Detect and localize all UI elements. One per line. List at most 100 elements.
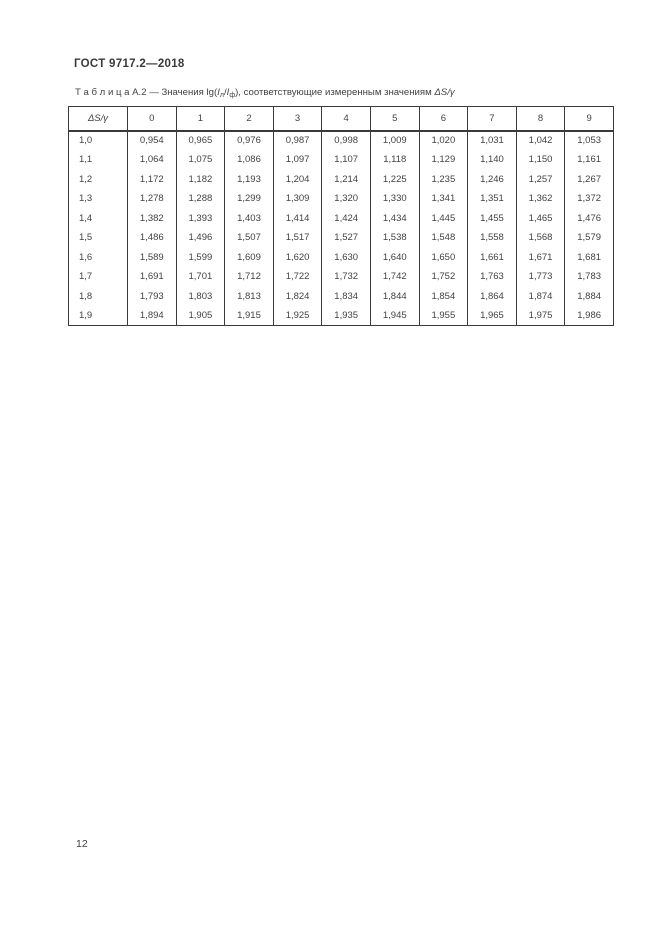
table-cell: 1,905 (175, 306, 226, 326)
column-header: 2 (224, 106, 274, 132)
caption-symbol-i2: I (226, 87, 230, 98)
table-header: ΔS/γ 0 1 2 3 4 5 6 7 8 9 (68, 106, 614, 132)
table-cell: 1,661 (467, 247, 517, 267)
table-cell: 1,204 (272, 169, 323, 189)
column-header: 5 (369, 106, 420, 132)
table-cell: 0,976 (224, 130, 274, 150)
row-label: 1,5 (68, 228, 128, 248)
table-cell: 1,558 (467, 228, 517, 248)
table-cell: 1,793 (127, 286, 177, 306)
table-cell: 1,009 (369, 130, 420, 150)
table-cell: 1,630 (321, 247, 371, 267)
caption-slash: / (223, 87, 227, 98)
row-label: 1,1 (68, 150, 128, 170)
table-cell: 1,267 (564, 169, 614, 189)
table-cell: 1,650 (418, 247, 469, 267)
table-cell: 1,362 (515, 189, 566, 209)
caption-text-suffix: ), соответствующие измеренным значениям (235, 87, 435, 98)
table-cell: 1,773 (515, 267, 566, 287)
caption-subscript-l: л (219, 92, 224, 99)
table-cell: 1,393 (175, 208, 226, 228)
table-cell: 1,257 (515, 169, 566, 189)
table-cell: 1,075 (175, 150, 226, 170)
table-cell: 1,382 (127, 208, 177, 228)
table-cell: 1,935 (321, 306, 371, 326)
table-cell: 1,975 (515, 306, 566, 326)
table-cell: 0,965 (175, 130, 226, 150)
table-cell: 1,351 (467, 189, 517, 209)
table-cell: 1,288 (175, 189, 226, 209)
table-header-row: ΔS/γ 0 1 2 3 4 5 6 7 8 9 (68, 106, 614, 132)
table-row: 1,9 1,894 1,905 1,915 1,925 1,935 1,945 1,955 1,… (68, 306, 614, 326)
table-cell: 1,732 (321, 267, 371, 287)
table-row: 1,8 1,793 1,803 1,813 1,824 1,834 1,844 1,854 1,… (68, 286, 614, 306)
column-header: 1 (175, 106, 226, 132)
table-cell: 1,031 (467, 130, 517, 150)
table-cell: 1,107 (321, 150, 371, 170)
table-cell: 1,763 (467, 267, 517, 287)
column-header: 8 (515, 106, 566, 132)
table-cell: 1,965 (467, 306, 517, 326)
table-cell: 1,579 (564, 228, 614, 248)
table-cell: 1,341 (418, 189, 469, 209)
table-cell: 1,097 (272, 150, 323, 170)
column-header: 9 (564, 106, 614, 132)
table-cell: 1,053 (564, 130, 614, 150)
caption-symbol-i1: I (217, 87, 220, 98)
row-label: 1,3 (68, 189, 128, 209)
row-label: 1,8 (68, 286, 128, 306)
table-cell: 1,486 (127, 228, 177, 248)
table-cell: 1,214 (321, 169, 371, 189)
table-cell: 1,589 (127, 247, 177, 267)
table-cell: 1,894 (127, 306, 177, 326)
table-cell: 1,752 (418, 267, 469, 287)
table-cell: 1,701 (175, 267, 226, 287)
table-cell: 1,803 (175, 286, 226, 306)
row-label: 1,9 (68, 306, 128, 326)
table-cell: 1,140 (467, 150, 517, 170)
table-cell: 1,193 (224, 169, 274, 189)
table-cell: 1,712 (224, 267, 274, 287)
table-cell: 1,844 (369, 286, 420, 306)
table-cell: 1,424 (321, 208, 371, 228)
table-row: 1,3 1,278 1,288 1,299 1,309 1,320 1,330 1,341 1,… (68, 189, 614, 209)
table-cell: 1,945 (369, 306, 420, 326)
caption-subscript-f: ф (229, 92, 236, 99)
table-cell: 1,182 (175, 169, 226, 189)
table-cell: 1,986 (564, 306, 614, 326)
table-row: 1,4 1,382 1,393 1,403 1,414 1,424 1,434 1,445 1,… (68, 208, 614, 228)
table-cell: 1,246 (467, 169, 517, 189)
table-cell: 1,372 (564, 189, 614, 209)
table-cell: 1,118 (369, 150, 420, 170)
table-cell: 1,330 (369, 189, 420, 209)
table-cell: 1,161 (564, 150, 614, 170)
table-cell: 1,064 (127, 150, 177, 170)
table-cell: 1,783 (564, 267, 614, 287)
table-cell: 1,455 (467, 208, 517, 228)
table-cell: 1,854 (418, 286, 469, 306)
table-cell: 1,915 (224, 306, 274, 326)
table-row: 1,1 1,064 1,075 1,086 1,097 1,107 1,118 1,129 1,… (68, 150, 614, 170)
table-cell: 1,681 (564, 247, 614, 267)
table-cell: 0,954 (127, 130, 177, 150)
table-cell: 1,496 (175, 228, 226, 248)
table-cell: 1,507 (224, 228, 274, 248)
table-cell: 1,671 (515, 247, 566, 267)
corner-header: ΔS/γ (68, 106, 128, 132)
table-cell: 1,299 (224, 189, 274, 209)
document-header: ГОСТ 9717.2—2018 (74, 58, 185, 70)
table-cell: 1,403 (224, 208, 274, 228)
row-label: 1,4 (68, 208, 128, 228)
table-cell: 1,834 (321, 286, 371, 306)
table-cell: 1,813 (224, 286, 274, 306)
table-cell: 1,042 (515, 130, 566, 150)
values-table: ΔS/γ 0 1 2 3 4 5 6 7 8 9 1,0 0,954 0,965 0,976 0,987 0,… (68, 106, 614, 326)
table-row: 1,0 0,954 0,965 0,976 0,987 0,998 1,009 1,020 1,… (68, 130, 614, 150)
column-header: 7 (467, 106, 517, 132)
column-header: 4 (321, 106, 371, 132)
table-cell: 1,086 (224, 150, 274, 170)
table-cell: 1,742 (369, 267, 420, 287)
table-row: 1,5 1,486 1,496 1,507 1,517 1,527 1,538 1,548 1,… (68, 228, 614, 248)
table-cell: 1,568 (515, 228, 566, 248)
